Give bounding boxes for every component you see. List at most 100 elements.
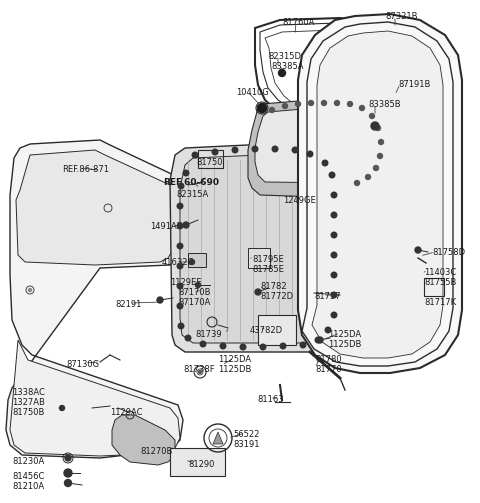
Circle shape xyxy=(260,344,266,350)
Circle shape xyxy=(178,183,184,189)
Text: 1338AC: 1338AC xyxy=(12,388,45,397)
Polygon shape xyxy=(112,415,175,465)
Text: 1125DA: 1125DA xyxy=(218,355,251,364)
Text: 81750: 81750 xyxy=(196,158,223,167)
Text: REF.86-871: REF.86-871 xyxy=(62,165,109,174)
Circle shape xyxy=(257,104,266,113)
Circle shape xyxy=(185,335,191,341)
Text: 1129EE: 1129EE xyxy=(170,278,202,287)
Circle shape xyxy=(177,243,183,249)
Text: REF.60-690: REF.60-690 xyxy=(163,178,219,187)
Text: 87170A: 87170A xyxy=(178,298,210,307)
Text: 82315D: 82315D xyxy=(268,52,301,61)
Text: 1327AB: 1327AB xyxy=(12,398,45,407)
Circle shape xyxy=(300,342,306,348)
Circle shape xyxy=(64,469,72,477)
Circle shape xyxy=(329,172,335,178)
Circle shape xyxy=(220,343,226,349)
Circle shape xyxy=(317,337,323,343)
Text: 87321B: 87321B xyxy=(385,12,418,21)
Text: 81780: 81780 xyxy=(315,355,342,364)
Text: 87170B: 87170B xyxy=(178,288,211,297)
Bar xyxy=(198,150,223,168)
Polygon shape xyxy=(298,14,462,373)
Circle shape xyxy=(375,126,381,130)
Text: 81456C: 81456C xyxy=(12,472,44,481)
Text: 1125DB: 1125DB xyxy=(218,365,252,374)
Text: 81717K: 81717K xyxy=(424,298,456,307)
Circle shape xyxy=(195,283,201,288)
Circle shape xyxy=(371,122,379,130)
Circle shape xyxy=(200,341,206,347)
Text: 81770: 81770 xyxy=(315,365,342,374)
Circle shape xyxy=(296,102,300,107)
Bar xyxy=(424,278,444,296)
Polygon shape xyxy=(213,432,223,444)
Text: 81739: 81739 xyxy=(195,330,222,339)
Text: 1249GE: 1249GE xyxy=(283,196,316,205)
Circle shape xyxy=(331,192,337,198)
Circle shape xyxy=(192,152,198,158)
Text: 81738F: 81738F xyxy=(183,365,215,374)
Text: 81758D: 81758D xyxy=(432,248,465,257)
Circle shape xyxy=(335,101,339,106)
Circle shape xyxy=(365,175,371,180)
Text: 1125DA: 1125DA xyxy=(328,330,361,339)
Polygon shape xyxy=(16,150,175,265)
Text: 81760A: 81760A xyxy=(282,18,314,27)
Text: 83385A: 83385A xyxy=(271,62,303,71)
Text: 81290: 81290 xyxy=(188,460,215,469)
Text: 81270B: 81270B xyxy=(140,447,172,456)
Text: 81750B: 81750B xyxy=(12,408,44,417)
Circle shape xyxy=(373,165,379,171)
Circle shape xyxy=(360,106,364,111)
Circle shape xyxy=(331,272,337,278)
Circle shape xyxy=(272,146,278,152)
Circle shape xyxy=(315,337,321,343)
Text: 1125DB: 1125DB xyxy=(328,340,361,349)
Circle shape xyxy=(252,146,258,152)
Circle shape xyxy=(183,222,189,228)
Circle shape xyxy=(325,327,331,333)
Circle shape xyxy=(331,232,337,238)
Circle shape xyxy=(331,252,337,258)
Text: 11403C: 11403C xyxy=(424,268,456,277)
Circle shape xyxy=(377,153,383,158)
Text: 82191: 82191 xyxy=(115,300,142,309)
Text: 83385B: 83385B xyxy=(368,100,401,109)
Circle shape xyxy=(283,104,288,109)
Circle shape xyxy=(177,303,183,309)
Circle shape xyxy=(292,147,298,153)
Text: 87130G: 87130G xyxy=(66,360,99,369)
Text: 81230A: 81230A xyxy=(12,457,44,466)
Circle shape xyxy=(240,344,246,350)
Text: 82315A: 82315A xyxy=(176,190,208,199)
Circle shape xyxy=(199,371,202,374)
Circle shape xyxy=(60,405,64,410)
Circle shape xyxy=(355,181,360,186)
Polygon shape xyxy=(10,340,180,456)
Circle shape xyxy=(28,289,32,292)
Circle shape xyxy=(331,212,337,218)
Circle shape xyxy=(65,455,71,461)
Text: 81785E: 81785E xyxy=(252,265,284,274)
Circle shape xyxy=(370,114,374,119)
Text: 81757: 81757 xyxy=(314,292,341,301)
Bar xyxy=(188,253,206,267)
Circle shape xyxy=(64,479,72,486)
Circle shape xyxy=(177,263,183,269)
Circle shape xyxy=(183,170,189,176)
Circle shape xyxy=(307,151,313,157)
Polygon shape xyxy=(170,142,352,352)
Circle shape xyxy=(157,297,163,303)
Text: 10410G: 10410G xyxy=(236,88,269,97)
Text: 1491AD: 1491AD xyxy=(150,222,183,231)
Circle shape xyxy=(379,139,384,144)
Text: 81782: 81782 xyxy=(260,282,287,291)
Polygon shape xyxy=(248,100,392,198)
Circle shape xyxy=(415,247,421,253)
Polygon shape xyxy=(255,108,377,183)
Text: 87191B: 87191B xyxy=(398,80,431,89)
Circle shape xyxy=(348,102,352,107)
Text: 81755B: 81755B xyxy=(424,278,456,287)
